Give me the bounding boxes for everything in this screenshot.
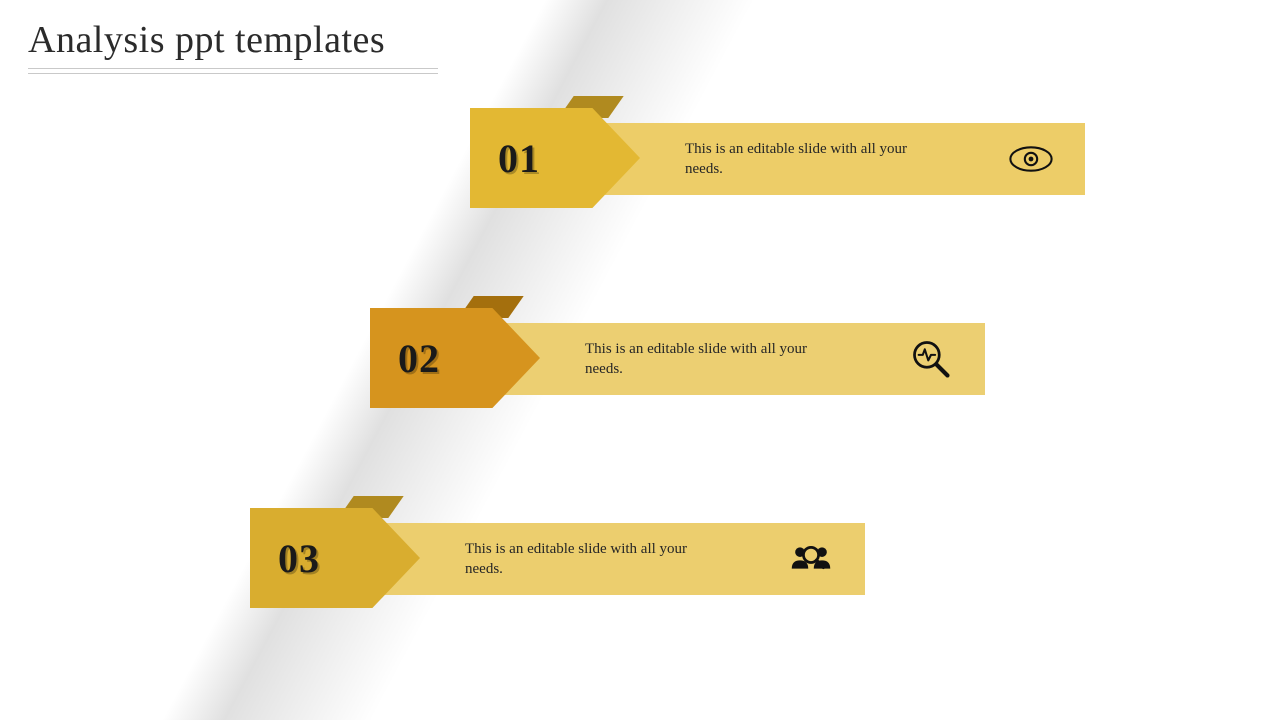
slide: Analysis ppt templates 01 This is an edi… <box>0 0 1280 720</box>
step-text: This is an editable slide with all your … <box>465 539 725 580</box>
step-text: This is an editable slide with all your … <box>685 139 945 180</box>
step-number: 02 <box>398 335 440 382</box>
eye-icon <box>1007 135 1055 183</box>
title-underline <box>28 68 438 74</box>
page-title: Analysis ppt templates <box>28 18 385 62</box>
step-number: 01 <box>498 135 540 182</box>
step-number: 03 <box>278 535 320 582</box>
people-search-icon <box>787 535 835 583</box>
magnify-pulse-icon <box>907 335 955 383</box>
step-bar-1: This is an editable slide with all your … <box>605 123 1085 195</box>
step-bar-2: This is an editable slide with all your … <box>505 323 985 395</box>
step-bar-3: This is an editable slide with all your … <box>385 523 865 595</box>
step-text: This is an editable slide with all your … <box>585 339 845 380</box>
